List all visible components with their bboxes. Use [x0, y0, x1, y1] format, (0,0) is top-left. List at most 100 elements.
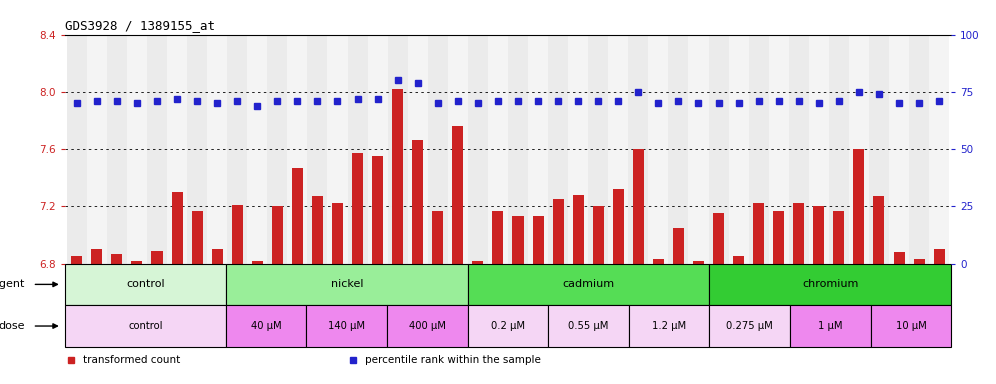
Bar: [573, 195, 584, 263]
Bar: [728, 35, 749, 263]
Bar: [909, 35, 929, 263]
Bar: [352, 153, 364, 263]
Bar: [191, 210, 202, 263]
Bar: [207, 35, 227, 263]
Bar: [613, 189, 623, 263]
Text: dose: dose: [0, 321, 25, 331]
Bar: [849, 35, 869, 263]
Bar: [267, 35, 288, 263]
Bar: [568, 35, 589, 263]
Bar: [769, 35, 789, 263]
Bar: [448, 35, 468, 263]
Bar: [593, 206, 604, 263]
Bar: [472, 261, 483, 263]
Bar: [929, 35, 949, 263]
Bar: [211, 249, 223, 263]
Text: 1.2 μM: 1.2 μM: [652, 321, 686, 331]
Bar: [67, 35, 87, 263]
Bar: [151, 251, 162, 263]
Bar: [829, 35, 849, 263]
Text: 140 μM: 140 μM: [329, 321, 366, 331]
Bar: [468, 305, 548, 347]
Bar: [814, 206, 825, 263]
Bar: [292, 168, 303, 263]
Bar: [508, 35, 528, 263]
Bar: [628, 305, 709, 347]
Bar: [407, 35, 427, 263]
Bar: [232, 205, 243, 263]
Bar: [147, 35, 167, 263]
Bar: [871, 305, 951, 347]
Bar: [548, 35, 568, 263]
Bar: [252, 261, 263, 263]
Text: 1 μM: 1 μM: [818, 321, 843, 331]
Bar: [92, 249, 103, 263]
Text: 40 μM: 40 μM: [251, 321, 282, 331]
Bar: [753, 204, 764, 263]
Bar: [668, 35, 688, 263]
Bar: [412, 141, 423, 263]
Bar: [452, 126, 463, 263]
Text: 400 μM: 400 μM: [409, 321, 446, 331]
Bar: [288, 35, 308, 263]
Bar: [308, 35, 328, 263]
Text: control: control: [128, 321, 162, 331]
Bar: [709, 305, 790, 347]
Bar: [673, 228, 684, 263]
Bar: [688, 35, 708, 263]
Bar: [632, 149, 643, 263]
Bar: [312, 196, 323, 263]
Bar: [126, 35, 147, 263]
Bar: [107, 35, 126, 263]
Bar: [693, 261, 704, 263]
Bar: [272, 206, 283, 263]
Bar: [226, 305, 307, 347]
Bar: [368, 35, 387, 263]
Bar: [167, 35, 187, 263]
Bar: [749, 35, 769, 263]
Bar: [873, 196, 884, 263]
Bar: [488, 35, 508, 263]
Text: 10 μM: 10 μM: [895, 321, 926, 331]
Bar: [247, 35, 267, 263]
Bar: [112, 253, 123, 263]
Text: cadmium: cadmium: [563, 280, 615, 290]
Text: percentile rank within the sample: percentile rank within the sample: [365, 355, 541, 365]
Bar: [589, 35, 609, 263]
Bar: [187, 35, 207, 263]
Bar: [387, 305, 468, 347]
Bar: [307, 305, 387, 347]
Bar: [709, 263, 951, 305]
Text: nickel: nickel: [331, 280, 363, 290]
Text: GDS3928 / 1389155_at: GDS3928 / 1389155_at: [65, 19, 215, 32]
Bar: [773, 210, 784, 263]
Text: agent: agent: [0, 280, 25, 290]
Bar: [432, 210, 443, 263]
Bar: [528, 35, 548, 263]
Bar: [790, 305, 871, 347]
Bar: [553, 199, 564, 263]
Bar: [348, 35, 368, 263]
Bar: [513, 216, 524, 263]
Bar: [72, 257, 83, 263]
Bar: [809, 35, 829, 263]
Bar: [65, 263, 226, 305]
Text: 0.55 μM: 0.55 μM: [569, 321, 609, 331]
Bar: [332, 204, 343, 263]
Bar: [789, 35, 809, 263]
Bar: [834, 210, 845, 263]
Bar: [468, 35, 488, 263]
Text: transformed count: transformed count: [83, 355, 180, 365]
Bar: [889, 35, 909, 263]
Bar: [392, 89, 403, 263]
Bar: [87, 35, 107, 263]
Bar: [733, 257, 744, 263]
Bar: [131, 261, 142, 263]
Bar: [373, 156, 383, 263]
Bar: [793, 204, 805, 263]
Bar: [609, 35, 628, 263]
Bar: [387, 35, 407, 263]
Bar: [492, 210, 503, 263]
Bar: [708, 35, 728, 263]
Bar: [468, 263, 709, 305]
